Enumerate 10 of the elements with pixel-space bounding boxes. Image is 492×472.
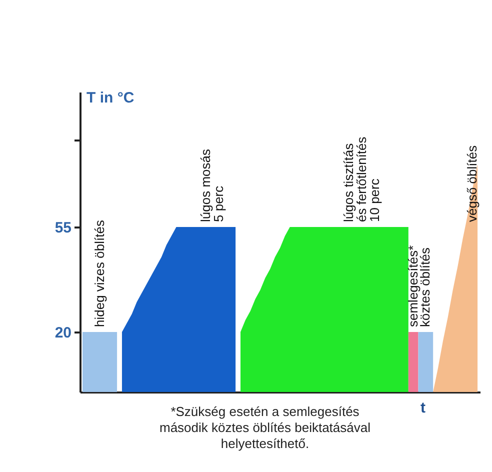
y-axis-title: T in °C	[86, 90, 134, 106]
text: hideg vizes öblítés	[92, 220, 107, 327]
y-tick-label: 20	[54, 324, 72, 342]
x-axis-title: t	[420, 400, 426, 416]
text: lúgos mosás 5 perc	[198, 148, 226, 222]
text: lúgos tisztítás és fertőtlenítés 10 perc	[341, 136, 382, 222]
y-tick-label: 55	[54, 220, 72, 236]
text: semlegesítés*	[405, 245, 420, 327]
text: *Szükség esetén a semlegesítés második köztes öblítés beiktatásával helyettesíthető.	[160, 404, 371, 451]
text: végső öblítés	[464, 144, 480, 222]
